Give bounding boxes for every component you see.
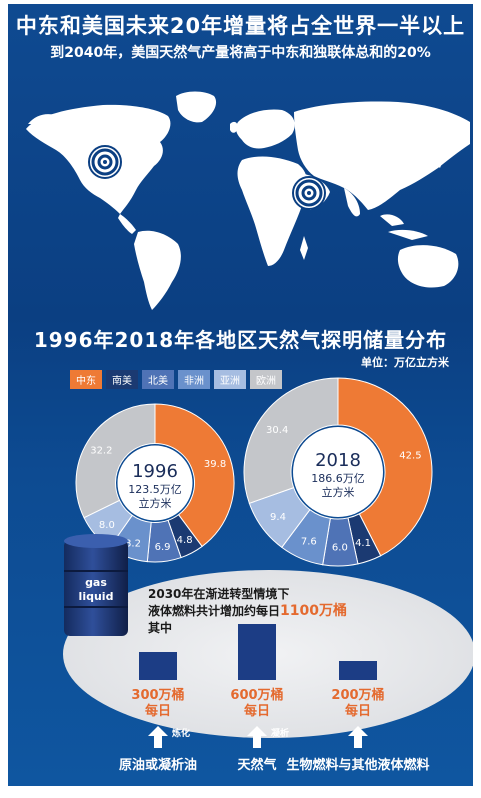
map-indonesia [388,229,428,240]
donut-value-label: 30.4 [266,425,288,436]
target-icon-usa [88,145,122,179]
donut-value-label: 9.4 [270,512,286,523]
donut-value-label: 39.8 [204,459,226,470]
forecast-line-2: 液体燃料共计增加约每日1100万桶 [148,603,347,619]
up-arrow-icon [148,726,168,748]
map-southeast-asia [380,214,404,226]
target-icon-middle-east [292,176,326,210]
donut-value-label: 6.0 [332,542,348,553]
donut-slice [337,377,433,557]
legend-item: 中东 [70,370,102,389]
donut-center-label: 立方米 [139,496,172,510]
process-verb-label: 炼化 [172,729,191,739]
forecast-bar [238,624,276,680]
source-label: 天然气 [237,758,277,773]
map-central-america [118,214,136,234]
map-uk [230,121,238,133]
donut-value-label: 42.5 [399,451,421,462]
world-map [26,91,470,310]
donut-center [293,427,383,517]
donut-center-label: 186.6万亿 [311,472,365,485]
map-madagascar [300,236,308,260]
legend-item: 北美 [142,370,174,389]
gas-liquid-barrel-icon: gas liquid [64,534,128,636]
forecast-note: 2030年在渐进转型情境下 液体燃料共计增加约每日1100万桶 其中 [148,586,347,637]
barrel-label-liquid: liquid [79,590,114,603]
map-asia [294,101,470,210]
donut-center-label: 123.5万亿 [128,483,182,496]
donut-value-label: 6.9 [155,542,171,553]
chart-unit: 单位：万亿立方米 [361,356,449,369]
donut-value-label: 4.1 [355,538,371,549]
forecast-bar [139,652,177,680]
forecast-amount-label: 600万桶 每日 [230,688,284,719]
legend-item: 欧洲 [250,370,282,389]
donut-value-label: 32.2 [90,445,112,456]
donut-slice [75,403,156,519]
forecast-bar [339,661,377,680]
donut-value-label: 4.8 [177,535,193,546]
map-europe [235,109,295,149]
map-africa [237,156,308,266]
page-title: 中东和美国未来20年增量将占全世界一半以上 [15,14,466,38]
process-verb-label: 凝析 [271,729,290,739]
barrel-label-gas: gas [85,576,107,589]
map-alaska [28,114,58,124]
donut-center [117,445,193,521]
source-label: 生物燃料与其他液体燃料 [286,758,430,773]
donut-value-label: 8.0 [99,520,115,531]
donut-center-label: 1996 [132,461,178,482]
forecast-line-1: 2030年在渐进转型情境下 [148,587,290,601]
map-india [344,188,360,217]
legend-item: 亚洲 [214,370,246,389]
up-arrow-icon [348,726,368,748]
up-arrow-icon [247,726,267,748]
donut-value-label: 7.6 [301,537,317,548]
forecast-line-3: 其中 [148,621,173,635]
page-subtitle: 到2040年，美国天然气产量将高于中东和独联体总和的20% [50,45,431,61]
infographic-panel: 中东和美国未来20年增量将占全世界一半以上 到2040年，美国天然气产量将高于中… [8,4,473,786]
donut-value-label: 8.2 [125,538,141,549]
map-greenland [176,91,217,123]
donut-slice [154,403,235,548]
donut-center-label: 2018 [315,450,361,471]
legend-item: 南美 [106,370,138,389]
forecast-amount-label: 300万桶 每日 [131,688,185,719]
map-australia [397,245,459,288]
legend-item: 非洲 [178,370,210,389]
forecast-total: 1100万桶 [280,603,347,619]
donut-slice [243,377,339,504]
chart-legend: 中东 南美 北美 非洲 亚洲 欧洲 [70,370,282,389]
donut-center-label: 立方米 [322,485,355,499]
source-label: 原油或凝析油 [119,758,198,773]
chart-title: 1996年2018年各地区天然气探明储量分布 [33,328,448,352]
map-south-america [134,230,181,310]
map-japan [434,152,444,168]
forecast-amount-label: 200万桶 每日 [331,688,385,719]
